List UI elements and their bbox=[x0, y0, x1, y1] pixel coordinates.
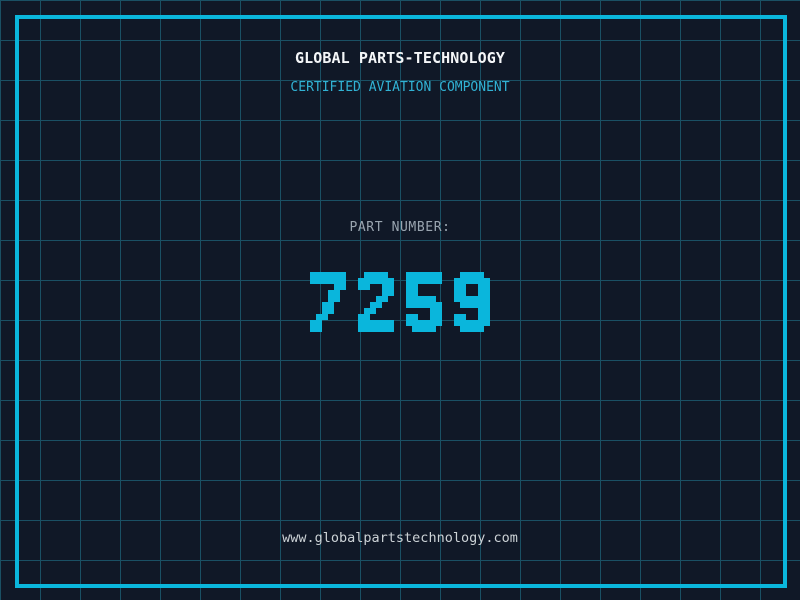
part-number-label: PART NUMBER: bbox=[349, 220, 451, 235]
part-number-digit bbox=[406, 272, 442, 332]
part-number-digit bbox=[358, 272, 394, 332]
brand-title: GLOBAL PARTS-TECHNOLOGY bbox=[294, 49, 505, 67]
frame-border bbox=[15, 15, 787, 588]
website-url: www.globalpartstechnology.com bbox=[282, 530, 518, 546]
part-number-display bbox=[0, 272, 800, 332]
part-number-digit bbox=[454, 272, 490, 332]
certification-subtitle: CERTIFIED AVIATION COMPONENT bbox=[290, 80, 510, 95]
part-number-digit bbox=[310, 272, 346, 332]
